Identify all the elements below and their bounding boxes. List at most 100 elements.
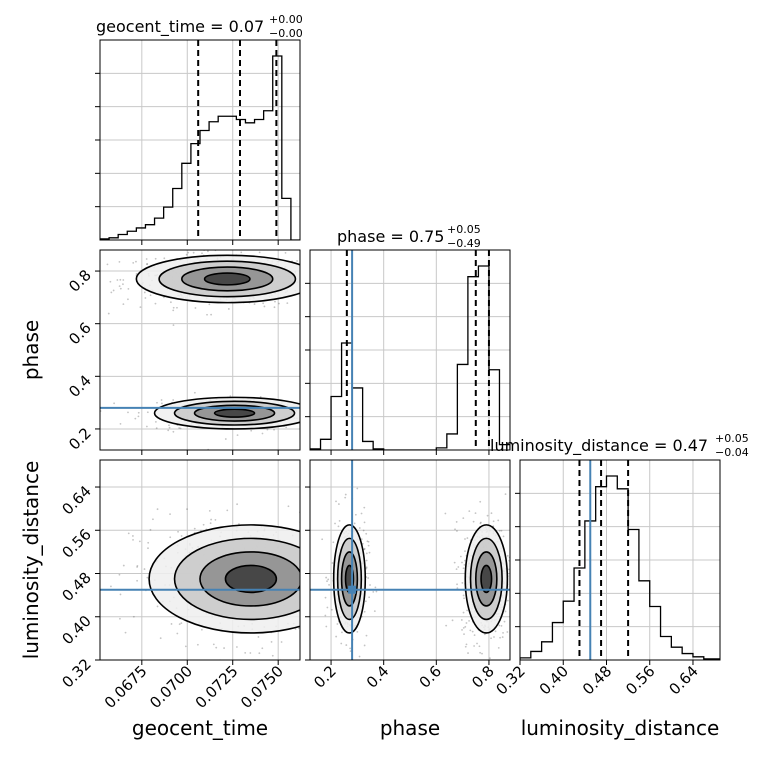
sample-point (478, 662, 480, 664)
y-tick-label: 0.40 (58, 612, 94, 648)
sample-point (170, 623, 173, 625)
sample-point (223, 647, 225, 649)
sample-point (134, 417, 137, 420)
y-tick-label: 0.56 (58, 525, 94, 561)
sample-point (365, 634, 368, 637)
sample-point (209, 522, 212, 525)
sample-point (207, 250, 209, 253)
sample-point (261, 432, 264, 435)
sample-point (317, 533, 319, 535)
sample-point (301, 419, 303, 421)
sample-point (318, 568, 320, 570)
sample-point (462, 567, 465, 570)
sample-point (312, 412, 314, 414)
title-luminosity-distance-plus: +0.05 (715, 432, 749, 445)
sample-point (331, 562, 334, 564)
sample-point (476, 642, 478, 645)
sample-point (362, 529, 365, 532)
sample-point (116, 279, 119, 281)
sample-point (154, 420, 157, 423)
title-phase: phase = 0.75 (337, 227, 444, 246)
panel-geocent_time-vs-phase: 0.2 0.4 0.6 0.8 (65, 247, 339, 455)
sample-point (301, 410, 303, 412)
sample-point (296, 260, 298, 262)
sample-point (360, 512, 363, 515)
sample-point (472, 520, 475, 523)
sample-point (112, 289, 115, 292)
sample-point (461, 629, 463, 631)
sample-point (194, 307, 197, 309)
sample-point (170, 666, 172, 668)
sample-point (500, 529, 503, 532)
sample-point (143, 291, 146, 294)
sample-point (464, 550, 466, 553)
sample-point (145, 425, 148, 428)
sample-point (202, 523, 205, 526)
sample-point (122, 303, 125, 306)
sample-point (305, 259, 307, 261)
sample-point (201, 252, 203, 255)
x-tick-label: 0.0675 (101, 662, 151, 712)
sample-point (468, 510, 471, 512)
sample-point (512, 572, 514, 574)
sample-point (511, 585, 513, 587)
x-tick-label: 0.56 (622, 662, 658, 698)
histogram-phase (310, 265, 510, 450)
sample-point (271, 654, 274, 657)
sample-point (513, 591, 515, 593)
sample-point (77, 264, 79, 266)
sample-point (462, 517, 465, 520)
sample-point (132, 538, 134, 541)
panel-phase (305, 249, 511, 455)
sample-point (360, 538, 363, 541)
sample-point (332, 515, 334, 517)
sample-point (310, 422, 312, 424)
sample-point (380, 547, 382, 549)
sample-point (456, 583, 458, 586)
sample-point (456, 587, 459, 590)
sample-point (307, 526, 309, 528)
sample-point (316, 625, 318, 627)
sample-point (316, 547, 318, 549)
sample-point (304, 569, 306, 571)
sample-point (118, 260, 121, 263)
sample-point (365, 552, 368, 555)
y-ticks (95, 72, 100, 208)
sample-point (127, 287, 130, 290)
sample-point (269, 247, 271, 249)
sample-point (316, 563, 318, 565)
sample-point (368, 580, 370, 582)
sample-point (304, 569, 306, 571)
sample-point (178, 427, 181, 429)
sample-point (358, 655, 361, 658)
sample-point (169, 536, 172, 539)
contour-level (224, 564, 278, 594)
sample-point (461, 561, 463, 564)
panel-luminosity_distance: 0.32 0.40 0.48 0.56 0.64 (492, 459, 721, 698)
y-ticks: 0.2 0.4 0.6 0.8 (65, 266, 100, 454)
sample-point (152, 518, 154, 521)
sample-point (481, 652, 483, 655)
sample-point (363, 547, 366, 550)
sample-point (354, 513, 357, 516)
sample-point (337, 286, 339, 288)
sample-point (465, 622, 468, 624)
sample-point (136, 566, 138, 568)
sample-point (118, 573, 121, 576)
sample-point (302, 405, 304, 407)
sample-point (303, 258, 305, 260)
sample-point (356, 487, 359, 490)
sample-point (302, 279, 304, 281)
sample-point (403, 611, 405, 613)
sample-point (319, 557, 321, 559)
sample-point (368, 551, 371, 554)
sample-point (332, 541, 335, 544)
title-geocent-time-minus: −0.00 (269, 27, 303, 40)
y-axis-label-luminosity-distance: luminosity_distance (19, 461, 43, 660)
x-tick-label: 0.0725 (192, 662, 242, 712)
sample-point (313, 274, 315, 276)
sample-point (467, 652, 469, 654)
contour-level (480, 564, 493, 594)
sample-point (483, 633, 486, 636)
